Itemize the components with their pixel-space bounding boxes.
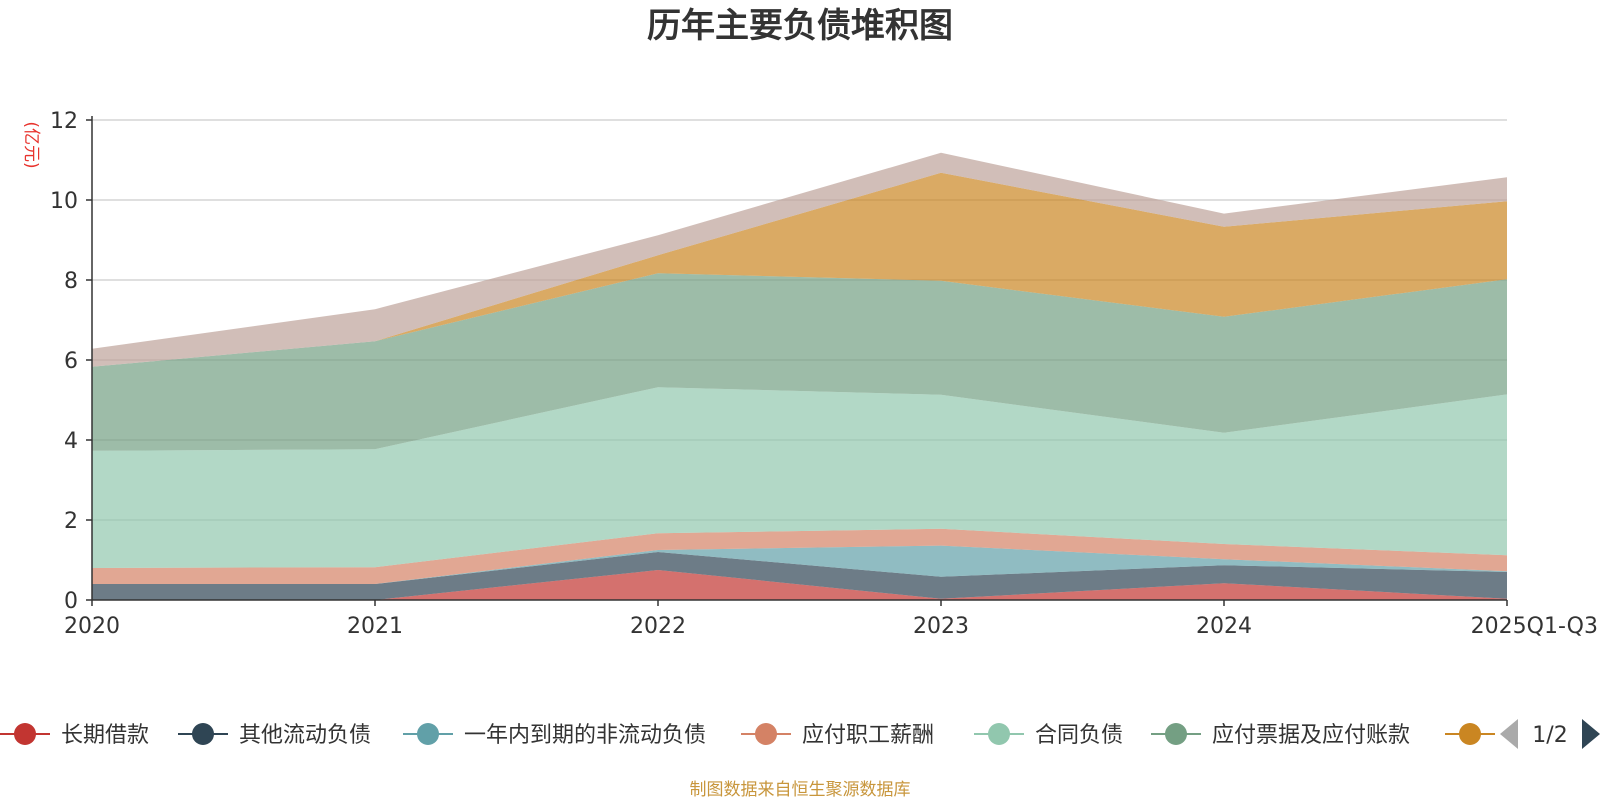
x-tick-label: 2020 [64, 614, 120, 639]
legend-item[interactable]: 一年内到期的非流动负债 [403, 723, 706, 748]
y-tick-label: 8 [64, 269, 78, 294]
legend-item[interactable]: 其他流动负债 [178, 723, 371, 748]
y-tick-label: 10 [50, 189, 78, 214]
legend-item[interactable]: 长期借款 [0, 723, 149, 748]
legend-label: 应付职工薪酬 [802, 723, 934, 748]
y-tick-label: 12 [50, 109, 78, 134]
legend-marker [417, 723, 439, 745]
legend-item[interactable]: 应付票据及应付账款 [1151, 723, 1410, 748]
area-series [92, 545, 1507, 584]
legend-marker [1165, 723, 1187, 745]
chart-title: 历年主要负债堆积图 [647, 6, 953, 46]
legend-label: 应付票据及应付账款 [1212, 723, 1410, 748]
legend-marker [192, 723, 214, 745]
stacked-areas [92, 152, 1507, 600]
x-tick-label: 2024 [1196, 614, 1252, 639]
legend: 长期借款 其他流动负债 一年内到期的非流动负债 应付职工薪酬 合同负债 应付票据及应付账款… [0, 719, 1600, 749]
axes: 0 2 4 6 8 10 12 2020 2021 2022 2023 2024 2025Q1-Q3 [50, 109, 1598, 639]
legend-item[interactable]: 合同负债 [974, 723, 1123, 748]
x-tick-label: 2022 [630, 614, 686, 639]
y-tick-label: 4 [64, 429, 78, 454]
y-tick-label: 6 [64, 349, 78, 374]
area-series [92, 552, 1507, 600]
area-series [92, 387, 1507, 568]
x-tick-label: 2023 [913, 614, 969, 639]
y-axis-unit: (亿元) [21, 121, 41, 168]
area-series [92, 172, 1507, 367]
legend-item[interactable]: 应付职工薪酬 [741, 723, 934, 748]
legend-label: 一年内到期的非流动负债 [464, 723, 706, 748]
legend-label: 长期借款 [61, 723, 149, 748]
area-series [92, 528, 1507, 584]
area-series [92, 152, 1507, 367]
legend-item[interactable] [1445, 723, 1495, 745]
legend-marker [755, 723, 777, 745]
legend-marker [1459, 723, 1481, 745]
legend-label: 合同负债 [1035, 723, 1123, 748]
y-tick-label: 0 [64, 589, 78, 614]
y-tick-label: 2 [64, 509, 78, 534]
legend-next-icon[interactable] [1582, 719, 1600, 749]
legend-prev-icon[interactable] [1500, 719, 1518, 749]
x-tick-label: 2025Q1-Q3 [1471, 614, 1598, 639]
legend-marker [14, 723, 36, 745]
data-source-note: 制图数据来自恒生聚源数据库 [690, 780, 911, 800]
legend-marker [988, 723, 1010, 745]
legend-label: 其他流动负债 [239, 723, 371, 748]
area-series [92, 273, 1507, 451]
legend-page-indicator: 1/2 [1532, 723, 1567, 748]
x-tick-label: 2021 [347, 614, 403, 639]
